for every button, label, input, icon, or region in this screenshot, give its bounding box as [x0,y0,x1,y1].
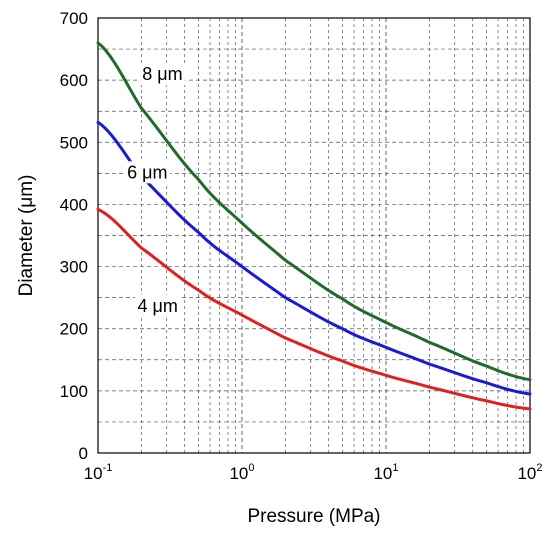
series-line [96,120,532,396]
y-tick-label: 500 [60,133,88,152]
x-tick-label: 100 [229,462,254,483]
y-tick-label: 300 [60,258,88,277]
y-tick-label: 200 [60,320,88,339]
series-line [96,41,532,382]
series-line [96,207,532,411]
y-tick-label: 600 [60,71,88,90]
x-tick-label: 10-1 [84,462,113,483]
series-label: 6 μm [127,162,167,182]
x-tick-labels: 10-1 100 101 102 [84,462,543,483]
y-tick-label: 100 [60,382,88,401]
y-tick-labels: 0 100 200 300 400 500 600 700 [60,9,88,463]
series-labels: 8 μm 6 μm 4 μm [124,63,186,317]
x-tick-label: 102 [517,462,542,483]
y-axis-label: Diameter (μm) [16,175,37,297]
x-axis-label: Pressure (MPa) [247,506,380,527]
series-label-bg [124,161,171,184]
y-tick-label: 700 [60,9,88,28]
x-tick-label: 101 [373,462,398,483]
plot-frame [97,17,531,454]
series-label-bg [139,63,186,86]
series-label: 4 μm [138,296,178,316]
series-layer [96,41,532,411]
series-label-bg [134,294,181,317]
series-label: 8 μm [142,64,182,84]
y-tick-label: 400 [60,195,88,214]
y-tick-label: 0 [79,444,88,463]
